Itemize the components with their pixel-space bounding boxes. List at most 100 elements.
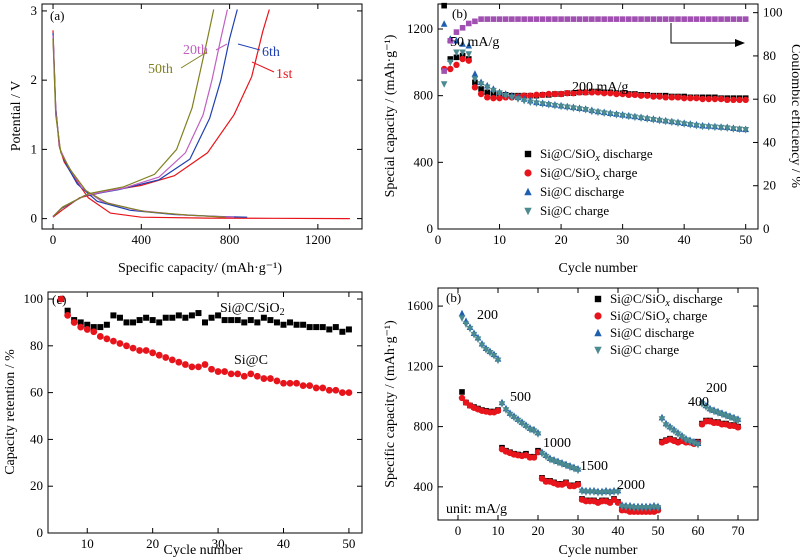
panel-d-Si-C-charge-point-62	[702, 404, 710, 411]
panel-d-Si-C-charge-point-10	[494, 357, 502, 365]
panel-d-Si-C-charge-point-13	[506, 411, 514, 419]
panel-b-Coulombic-efficiency-point-48	[730, 16, 737, 22]
panel-b-Si-C-SiOx-charge-point-47	[724, 96, 731, 104]
panel-b-Si-C-SiOx-charge-point-24	[582, 89, 589, 96]
panel-b-Si-C-charge-point-35	[650, 117, 657, 124]
panel-b-Coulombic-efficiency-point-41	[687, 16, 694, 22]
panel-b-legend-marker-1	[524, 169, 532, 177]
panel-b-Si-C-SiOx-charge-point-40	[680, 94, 688, 102]
panel-c-Si-C-SiO2-point-9	[77, 319, 84, 326]
panel-b-arrow-line	[670, 23, 738, 44]
panel-d-xtick-label-3: 30	[572, 523, 585, 538]
panel-c-Si-C-point-22	[162, 354, 170, 361]
panel-b-legend-marker-3	[524, 207, 532, 216]
panel-d-Si-C-charge-point-38	[606, 490, 614, 497]
panel-d-annotation-5: 400	[688, 395, 709, 410]
panel-b-Si-C-charge-point-18	[545, 102, 553, 109]
panel-a-curve-1st-charge	[52, 9, 270, 218]
panel-c-Si-C-SiO2-point-31	[221, 317, 228, 324]
panel-c-Si-C-SiO2-point-15	[116, 314, 123, 321]
panel-c-Si-C-SiO2-point-46	[319, 324, 326, 331]
panel-a-frame	[41, 3, 363, 230]
panel-c-Si-C-point-41	[286, 379, 294, 387]
panel-d-Si-C-SiOx-discharge-point-1	[459, 389, 465, 395]
panel-c-Si-C-point-8	[70, 319, 78, 326]
panel-c-ytick-label-3: 60	[30, 385, 43, 400]
panel-b-Si-C-SiOx-charge-point-37	[662, 94, 669, 101]
panel-b-ytick-right-label-0: 0	[763, 221, 770, 236]
panel-b-Si-C-SiOx-charge-point-20	[557, 90, 565, 98]
panel-b-Si-C-charge-point-9	[490, 87, 497, 95]
panel-c-Si-C-point-24	[175, 358, 183, 366]
panel-b-Coulombic-efficiency-point-28	[607, 16, 614, 22]
panel-a-ytick-label-3: 3	[31, 3, 38, 18]
panel-b-Si-C-charge-point-38	[668, 119, 676, 127]
panel-c-Si-C-point-34	[240, 372, 248, 380]
panel-b-annotation-200: 200 mA/g	[572, 80, 628, 95]
panel-b-ytick-right-label-4: 80	[763, 48, 776, 63]
panel-d-Si-C-charge-point-20	[534, 431, 542, 438]
panel-c-Si-C-point-7	[64, 311, 72, 319]
panel-d-legend-marker-0	[594, 295, 602, 303]
panel-b-Si-C-discharge-point-1	[440, 20, 448, 27]
panel-b-ytick-label-2: 800	[414, 88, 434, 103]
panel-d-xlabel: Cycle number	[559, 543, 638, 558]
panel-b-Si-C-charge-point-16	[533, 100, 540, 107]
panel-b-Si-C-discharge-point-6	[471, 70, 479, 77]
panel-d-Si-C-charge-point-5	[474, 336, 482, 344]
panel-c-Si-C-point-28	[201, 361, 209, 368]
panel-d-Si-C-SiOx-charge-point-10	[494, 407, 502, 414]
panel-a-xtick-label-2: 800	[220, 232, 240, 247]
panel-b-Coulombic-efficiency-point-14	[521, 16, 527, 22]
panel-a-curve-label-1: 50th	[148, 62, 173, 77]
panel-b-Si-C-charge-point-21	[563, 104, 571, 112]
panel-b-arrow-head	[735, 39, 745, 47]
panel-b-Si-C-charge-point-27	[600, 110, 608, 117]
panel-c-Si-C-point-25	[181, 361, 189, 368]
panel-d-Si-C-charge-point-6	[478, 342, 486, 350]
panel-d-frame	[437, 287, 759, 521]
panel-c-Si-C-point-33	[234, 370, 242, 378]
panel-b-Si-C-discharge-point-5	[465, 41, 473, 49]
panel-b-Coulombic-efficiency-point-29	[613, 16, 620, 22]
panel-d-Si-C-charge-point-36	[598, 490, 606, 497]
panel-c-Si-C-SiO2-point-33	[234, 317, 241, 324]
panel-b-Coulombic-efficiency-point-38	[669, 16, 675, 22]
panel-d-annotation-4: 2000	[617, 478, 645, 493]
panel-b-Coulombic-efficiency-point-7	[478, 16, 484, 22]
panel-b-Si-C-SiOx-charge-point-18	[545, 90, 552, 98]
panel-c-Si-C-SiO2-point-50	[345, 326, 352, 333]
panel-c-frame	[47, 291, 363, 534]
panel-b-Si-C-charge-point-14	[520, 97, 528, 105]
panel-c-Si-C-SiO2-point-41	[287, 319, 294, 326]
panel-d-Si-C-charge-point-2	[462, 321, 470, 328]
panel-c-Si-C-SiO2-point-16	[123, 319, 130, 326]
panel-c-Si-C-point-16	[123, 342, 130, 350]
panel-c-xtick-label-4: 50	[342, 536, 355, 551]
panel-b-Si-C-charge-point-34	[643, 116, 651, 123]
panel-b-Coulombic-efficiency-point-46	[718, 16, 724, 22]
panel-b-Si-C-SiOx-charge-point-17	[539, 91, 546, 99]
panel-a-curve-50th-charge	[52, 9, 215, 217]
panel-c-Si-C-point-29	[208, 365, 215, 373]
panel-b-xtick-label-5: 50	[739, 232, 752, 247]
panel-d-xtick-label-1: 10	[492, 523, 505, 538]
panel-c-Si-C-SiO2-point-20	[149, 317, 156, 324]
panel-b-Coulombic-efficiency-point-3	[453, 29, 460, 35]
panel-c-Si-C-point-21	[155, 351, 163, 359]
panel-b-Si-C-SiOx-charge-point-39	[674, 94, 682, 101]
panel-a-curve-20th-discharge	[52, 35, 235, 218]
panel-b-ytick-right-label-3: 60	[763, 91, 776, 106]
panel-c-ytick-label-4: 80	[30, 338, 43, 353]
panel-c-Si-C-point-32	[227, 370, 235, 378]
panel-b-Coulombic-efficiency-point-8	[484, 16, 491, 22]
panel-d-xtick-label-0: 0	[455, 523, 462, 538]
panel-b-Coulombic-efficiency-point-5	[465, 20, 472, 27]
panel-d-annotation-2: 1000	[543, 436, 571, 451]
panel-c-Si-C-point-45	[312, 384, 320, 392]
panel-d-annotation-1: 500	[510, 390, 531, 405]
panel-d-xtick-label-6: 60	[692, 523, 705, 538]
panel-b-Si-C-charge-point-32	[631, 114, 639, 122]
